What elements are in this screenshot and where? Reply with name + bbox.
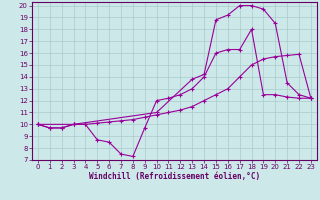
X-axis label: Windchill (Refroidissement éolien,°C): Windchill (Refroidissement éolien,°C) [89,172,260,181]
